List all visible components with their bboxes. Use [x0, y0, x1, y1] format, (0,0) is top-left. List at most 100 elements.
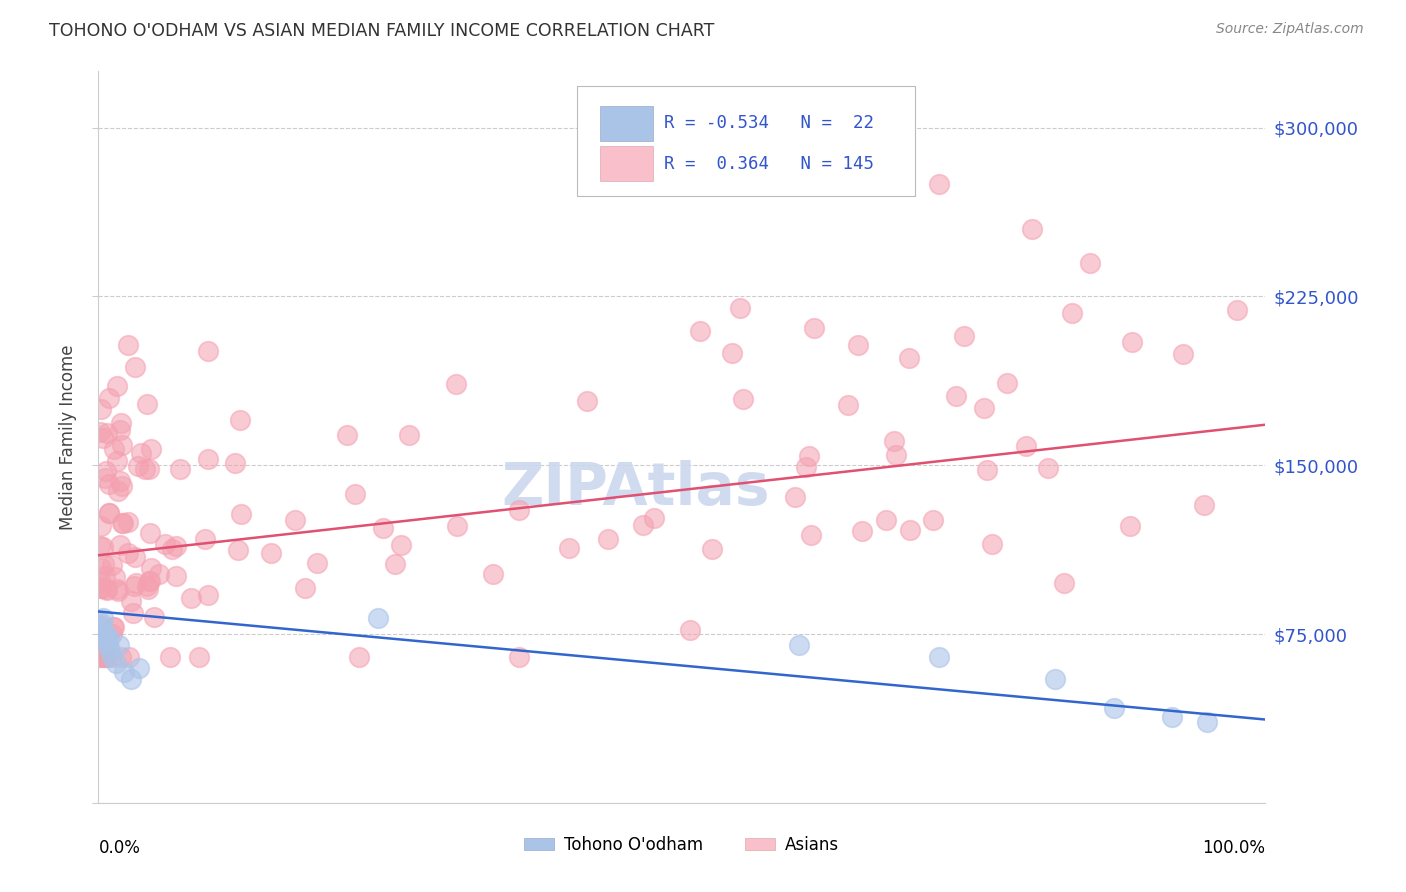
Point	[482, 566, 505, 581]
Point	[783, 490, 806, 504]
Point	[135, 579, 157, 593]
Point	[104, 570, 127, 584]
Point	[231, 508, 253, 522]
Point	[197, 588, 219, 602]
Point	[128, 661, 150, 675]
Point	[689, 324, 711, 338]
Point	[90, 581, 112, 595]
Point	[180, 591, 202, 605]
Point	[898, 523, 921, 537]
Point	[169, 462, 191, 476]
Point	[1102, 701, 1125, 715]
Y-axis label: Median Family Income: Median Family Income	[59, 344, 77, 530]
Point	[107, 483, 129, 498]
Point	[720, 346, 742, 360]
Point	[367, 611, 389, 625]
Point	[851, 524, 873, 538]
Point	[922, 513, 945, 527]
Point	[389, 539, 412, 553]
Point	[343, 487, 366, 501]
Point	[730, 301, 752, 315]
Point	[159, 649, 181, 664]
Point	[129, 445, 152, 459]
Point	[165, 539, 187, 553]
Text: TOHONO O'ODHAM VS ASIAN MEDIAN FAMILY INCOME CORRELATION CHART: TOHONO O'ODHAM VS ASIAN MEDIAN FAMILY IN…	[49, 22, 714, 40]
Point	[117, 546, 139, 560]
Point	[104, 657, 127, 671]
Point	[973, 401, 995, 415]
Point	[138, 574, 160, 589]
Point	[945, 389, 967, 403]
Point	[108, 638, 131, 652]
Point	[335, 427, 357, 442]
Point	[952, 328, 974, 343]
Point	[679, 623, 702, 637]
Text: R = -0.534   N =  22: R = -0.534 N = 22	[665, 114, 875, 132]
Point	[980, 537, 1002, 551]
Point	[800, 528, 823, 542]
Point	[1173, 347, 1195, 361]
Point	[96, 649, 118, 664]
Point	[1053, 576, 1076, 591]
Point	[98, 507, 121, 521]
Point	[90, 615, 112, 630]
Point	[1226, 303, 1249, 318]
Point	[305, 556, 328, 570]
Point	[124, 576, 146, 591]
Point	[89, 539, 111, 553]
Point	[803, 320, 825, 334]
Point	[108, 538, 131, 552]
Point	[90, 402, 112, 417]
Point	[108, 423, 131, 437]
Point	[141, 561, 163, 575]
Point	[558, 541, 581, 555]
FancyBboxPatch shape	[600, 146, 652, 181]
Point	[1080, 255, 1102, 269]
Point	[575, 393, 598, 408]
Point	[284, 513, 307, 527]
Text: 100.0%: 100.0%	[1202, 839, 1265, 857]
Point	[444, 377, 467, 392]
Point	[347, 649, 370, 664]
Point	[97, 649, 120, 664]
Point	[188, 649, 211, 664]
Point	[1045, 672, 1067, 686]
Point	[1015, 439, 1038, 453]
Point	[1021, 222, 1043, 236]
Point	[97, 476, 120, 491]
Point	[90, 581, 112, 595]
Point	[111, 438, 134, 452]
Text: R =  0.364   N = 145: R = 0.364 N = 145	[665, 154, 875, 172]
Point	[794, 460, 817, 475]
Point	[138, 461, 160, 475]
Point	[848, 338, 870, 352]
Point	[143, 610, 166, 624]
Point	[226, 542, 249, 557]
Point	[197, 344, 219, 359]
FancyBboxPatch shape	[600, 106, 652, 141]
Point	[884, 448, 907, 462]
Point	[96, 426, 118, 441]
Point	[90, 561, 112, 575]
Point	[98, 506, 121, 520]
Point	[94, 568, 117, 582]
Point	[976, 462, 998, 476]
Point	[91, 611, 114, 625]
Point	[122, 606, 145, 620]
Point	[136, 397, 159, 411]
Point	[97, 632, 120, 646]
Point	[398, 427, 420, 442]
Point	[160, 542, 183, 557]
Point	[1038, 461, 1060, 475]
Point	[93, 649, 115, 664]
Point	[103, 620, 125, 634]
Point	[1195, 714, 1218, 729]
Point	[94, 471, 117, 485]
Point	[96, 465, 118, 479]
Text: ZIPAtlas: ZIPAtlas	[501, 459, 769, 516]
Point	[1161, 710, 1184, 724]
Point	[700, 542, 723, 557]
Point	[139, 442, 162, 457]
Point	[127, 458, 149, 473]
Point	[224, 456, 246, 470]
